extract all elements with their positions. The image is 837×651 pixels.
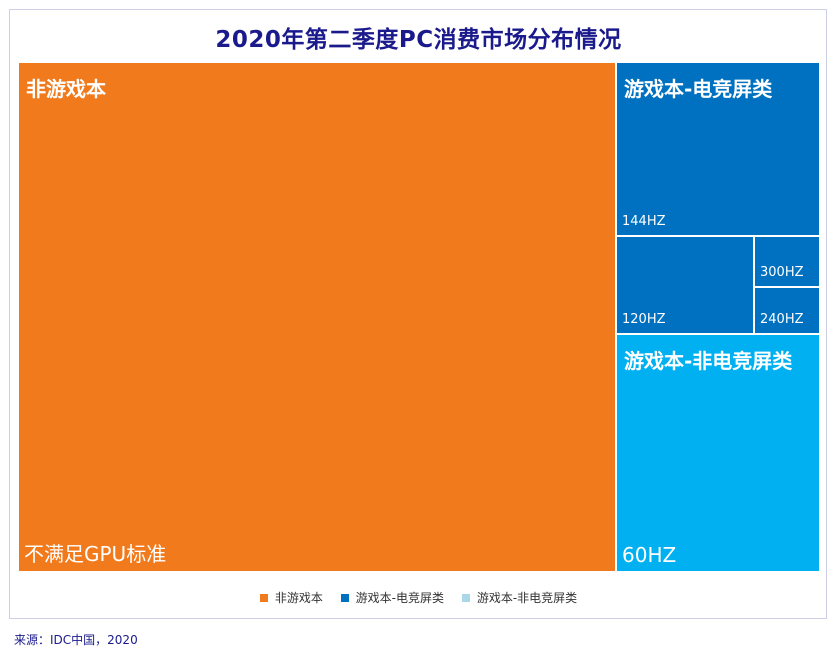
treemap-tile-non-gaming: 非游戏本 不满足GPU标准 [19, 63, 615, 571]
source-note: 来源：IDC中国，2020 [14, 633, 138, 647]
legend-swatch [340, 593, 349, 602]
tile-label: 300HZ [760, 265, 804, 280]
treemap-tile-240hz: 240HZ [755, 288, 819, 333]
legend-label: 非游戏本 [274, 591, 323, 605]
treemap-tile-144hz: 游戏本-电竞屏类 144HZ [617, 63, 819, 235]
tile-label: 不满足GPU标准 [24, 542, 167, 566]
legend-item-non-gaming[interactable]: 非游戏本 [259, 589, 323, 606]
chart-title: 2020年第二季度PC消费市场分布情况 [215, 27, 622, 53]
treemap-tile-60hz: 游戏本-非电竞屏类 60HZ [617, 335, 819, 571]
legend-swatch [259, 593, 268, 602]
tile-label: 60HZ [622, 543, 677, 567]
legend-label: 游戏本-非电竞屏类 [476, 591, 578, 605]
treemap-tile-120hz: 120HZ [617, 237, 753, 333]
tile-group-label: 游戏本-非电竞屏类 [624, 349, 793, 373]
chart-legend: 非游戏本 游戏本-电竞屏类 游戏本-非电竞屏类 [0, 589, 837, 606]
legend-label: 游戏本-电竞屏类 [355, 591, 444, 605]
tile-label: 240HZ [760, 312, 804, 327]
legend-swatch [461, 593, 470, 602]
tile-label: 120HZ [622, 312, 666, 327]
treemap-tile-300hz: 300HZ [755, 237, 819, 286]
tile-label: 144HZ [622, 214, 666, 229]
chart-frame [9, 9, 827, 619]
tile-group-label: 游戏本-电竞屏类 [624, 77, 773, 101]
legend-item-non-esports[interactable]: 游戏本-非电竞屏类 [461, 589, 578, 606]
tile-group-label: 非游戏本 [26, 77, 106, 101]
legend-item-esports[interactable]: 游戏本-电竞屏类 [340, 589, 444, 606]
